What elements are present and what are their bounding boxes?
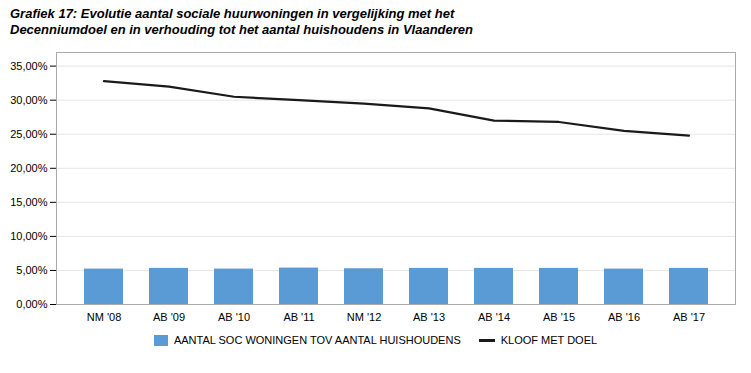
svg-text:35,00%: 35,00% <box>10 60 48 72</box>
html-text:KLOOF MET DOEL: KLOOF MET DOEL <box>500 334 598 346</box>
svg-text:10,00%: 10,00% <box>10 230 48 242</box>
svg-text:NM '12: NM '12 <box>347 311 382 323</box>
svg-text:25,00%: 25,00% <box>10 128 48 140</box>
svg-text:NM '08: NM '08 <box>87 311 122 323</box>
svg-text:AB '13: AB '13 <box>413 311 445 323</box>
html-text:Grafiek 17: Evolutie aantal so: Grafiek 17: Evolutie aantal sociale huur… <box>10 6 455 21</box>
html-text:AANTAL SOC WONINGEN TOV AANTAL: AANTAL SOC WONINGEN TOV AANTAL HUISHOUDE… <box>173 334 461 346</box>
svg-text:15,00%: 15,00% <box>10 196 48 208</box>
svg-text:AB '17: AB '17 <box>673 311 705 323</box>
svg-text:AB '14: AB '14 <box>478 311 510 323</box>
svg-text:AB '15: AB '15 <box>543 311 575 323</box>
svg-text:AB '10: AB '10 <box>218 311 250 323</box>
svg-text:AB '11: AB '11 <box>283 311 314 323</box>
svg-text:5,00%: 5,00% <box>16 264 47 276</box>
svg-text:0,00%: 0,00% <box>16 298 47 310</box>
svg-text:20,00%: 20,00% <box>10 162 48 174</box>
html-text:Decenniumdoel en in verhouding: Decenniumdoel en in verhouding tot het a… <box>10 22 473 37</box>
svg-text:AB '09: AB '09 <box>153 311 185 323</box>
svg-text:30,00%: 30,00% <box>10 94 48 106</box>
svg-text:AB '16: AB '16 <box>608 311 640 323</box>
